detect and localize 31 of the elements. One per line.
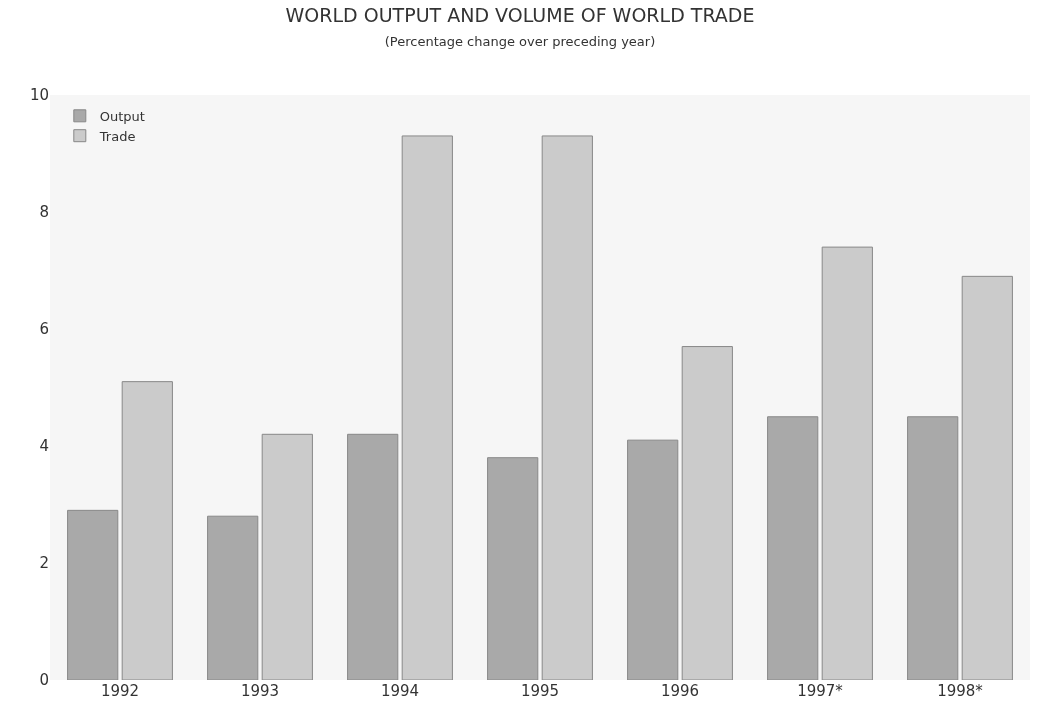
bar — [961, 275, 1013, 680]
x-tick-label: 1996 — [660, 682, 700, 700]
bar — [907, 416, 959, 680]
bar — [261, 433, 313, 680]
bar — [67, 509, 119, 680]
bar — [207, 515, 259, 680]
chart-title: WORLD OUTPUT AND VOLUME OF WORLD TRADE — [285, 3, 755, 26]
y-tick-label: 8 — [39, 203, 49, 222]
x-tick-label: 1992 — [100, 682, 140, 700]
bar — [681, 346, 733, 680]
bar — [767, 416, 819, 680]
y-tick-label: 0 — [39, 671, 49, 690]
x-tick-label: 1995 — [520, 682, 560, 700]
bar — [121, 381, 173, 680]
y-tick-label: 2 — [39, 554, 49, 573]
legend-label: Trade — [98, 128, 136, 144]
legend-label: Output — [99, 108, 145, 124]
y-tick-label: 6 — [39, 320, 49, 339]
bar — [487, 457, 539, 680]
chart-subtitle: (Percentage change over preceding year) — [384, 34, 656, 50]
x-tick-label: 1994 — [380, 682, 420, 700]
bar — [541, 135, 593, 680]
x-tick-label: 1998* — [937, 682, 984, 700]
bar — [401, 135, 453, 680]
bar — [347, 433, 399, 680]
x-tick-label: 1997* — [797, 682, 844, 700]
bar — [627, 439, 679, 680]
y-tick-label: 4 — [39, 437, 49, 456]
x-tick-label: 1993 — [240, 682, 280, 700]
y-tick-label: 10 — [29, 86, 49, 105]
bar — [821, 246, 873, 680]
